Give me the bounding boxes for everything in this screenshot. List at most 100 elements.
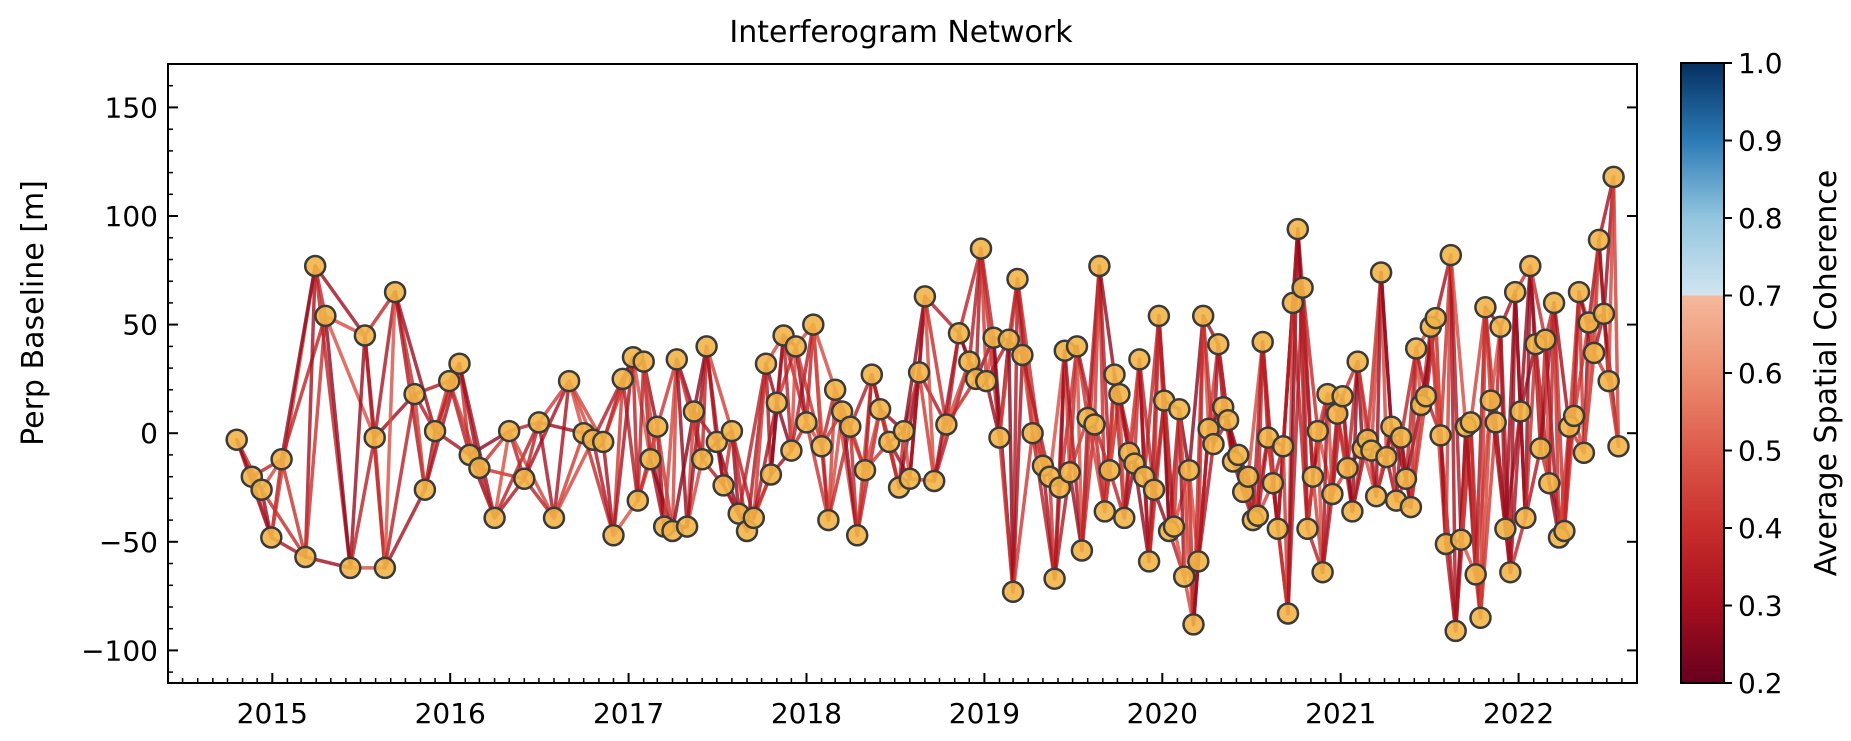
acquisition-point	[913, 285, 937, 308]
x-axis: 2015 2016 2017 2018 2019 2020 2021 2022	[167, 673, 1638, 730]
colorbar-tick-label: 0.7	[1738, 280, 1783, 313]
acquisition-point	[682, 400, 706, 423]
acquisition-point	[1172, 565, 1196, 588]
acquisition-point	[1519, 254, 1542, 278]
x-tick-label: 2020	[1127, 697, 1198, 730]
network-edge	[552, 379, 571, 520]
colorbar-ticks: 0.2 0.3 0.4 0.5 0.6 0.7 0.8 0.9 1.0	[1724, 47, 1783, 700]
acquisition-point	[922, 469, 946, 493]
network-edge	[764, 361, 773, 477]
acquisition-point	[810, 435, 833, 458]
y-tick-label: 50	[122, 309, 158, 342]
acquisition-point	[802, 313, 825, 336]
network-edge	[1196, 314, 1205, 564]
acquisition-point	[1001, 580, 1025, 604]
network-edge	[1011, 353, 1025, 594]
acquisition-point	[795, 411, 818, 434]
acquisition-point	[1321, 482, 1344, 506]
network-edge	[259, 487, 308, 559]
acquisition-point	[1514, 506, 1537, 530]
network-edge	[700, 344, 709, 462]
acquisition-point	[339, 556, 362, 580]
network-edge	[620, 377, 640, 503]
network-edge	[752, 361, 768, 520]
acquisition-point	[1582, 341, 1606, 365]
acquisition-point	[611, 367, 634, 391]
network-edge	[279, 457, 308, 559]
acquisition-point	[1529, 437, 1552, 460]
acquisition-point	[403, 382, 426, 406]
acquisition-point	[1538, 471, 1561, 495]
network-edge	[655, 424, 675, 533]
network-edge	[1508, 409, 1523, 574]
acquisition-point	[817, 508, 840, 532]
acquisition-point	[1177, 458, 1201, 482]
network-edge	[944, 331, 961, 427]
network-edge	[781, 333, 794, 453]
acquisition-point	[907, 361, 931, 384]
acquisition-point	[1494, 517, 1517, 541]
acquisition-point	[1424, 306, 1447, 330]
acquisition-point	[1276, 602, 1300, 625]
acquisition-point	[1070, 539, 1094, 562]
acquisition-point	[1369, 261, 1393, 284]
acquisition-point	[1542, 291, 1566, 315]
network-edge	[811, 322, 837, 392]
colorbar-tick-label: 0.8	[1738, 202, 1783, 235]
acquisition-point	[705, 430, 729, 454]
network-edge	[1523, 446, 1543, 520]
acquisition-point	[542, 506, 566, 530]
acquisition-point	[1597, 369, 1620, 393]
acquisition-point	[448, 352, 471, 375]
network-edge	[1300, 285, 1320, 433]
acquisition-point	[1207, 332, 1230, 356]
y-axis: 150 100 50 0 −50 −100	[81, 63, 1637, 673]
acquisition-point	[225, 428, 248, 451]
network-edge	[997, 435, 1015, 594]
acquisition-point	[1286, 217, 1310, 241]
network-edge	[804, 420, 831, 522]
acquisition-point	[1088, 254, 1111, 278]
acquisition-point	[1011, 343, 1034, 367]
y-tick-label: 100	[105, 200, 158, 233]
network-edge	[323, 314, 353, 570]
acquisition-point	[1202, 432, 1225, 456]
acquisition-point	[1341, 500, 1364, 523]
acquisition-point	[557, 369, 581, 393]
acquisition-point	[1474, 296, 1497, 319]
acquisition-point	[363, 426, 386, 449]
acquisition-point	[1128, 348, 1151, 371]
acquisition-point	[1058, 461, 1081, 484]
acquisition-point	[1499, 560, 1522, 584]
acquisition-point	[947, 322, 971, 345]
acquisition-point	[720, 419, 744, 443]
network-edge	[303, 314, 328, 559]
acquisition-point	[437, 369, 461, 393]
acquisition-point	[1429, 424, 1452, 447]
network-edge	[957, 246, 983, 336]
x-tick-label: 2017	[593, 697, 664, 730]
x-tick-label: 2015	[237, 697, 308, 730]
acquisition-point	[1251, 330, 1274, 354]
acquisition-point	[1489, 315, 1512, 339]
network-edge	[1256, 340, 1265, 518]
acquisition-point	[759, 463, 783, 486]
network-edge	[348, 333, 367, 570]
acquisition-point	[383, 280, 407, 304]
acquisition-point	[1065, 335, 1089, 358]
acquisition-point	[1227, 443, 1250, 467]
acquisition-point	[1162, 515, 1186, 538]
acquisition-point	[353, 324, 377, 347]
acquisition-point	[1236, 465, 1260, 488]
network-edge	[1097, 264, 1112, 472]
x-tick-label: 2016	[415, 697, 486, 730]
acquisition-point	[695, 335, 718, 358]
network-edge	[1592, 238, 1601, 355]
acquisition-point	[712, 474, 735, 497]
acquisition-point	[1182, 613, 1205, 636]
network-edge	[1459, 420, 1473, 542]
x-tick-label: 2019	[949, 697, 1020, 730]
acquisition-point	[1572, 441, 1596, 465]
acquisition-point	[1108, 382, 1131, 406]
network-edge	[393, 290, 437, 433]
